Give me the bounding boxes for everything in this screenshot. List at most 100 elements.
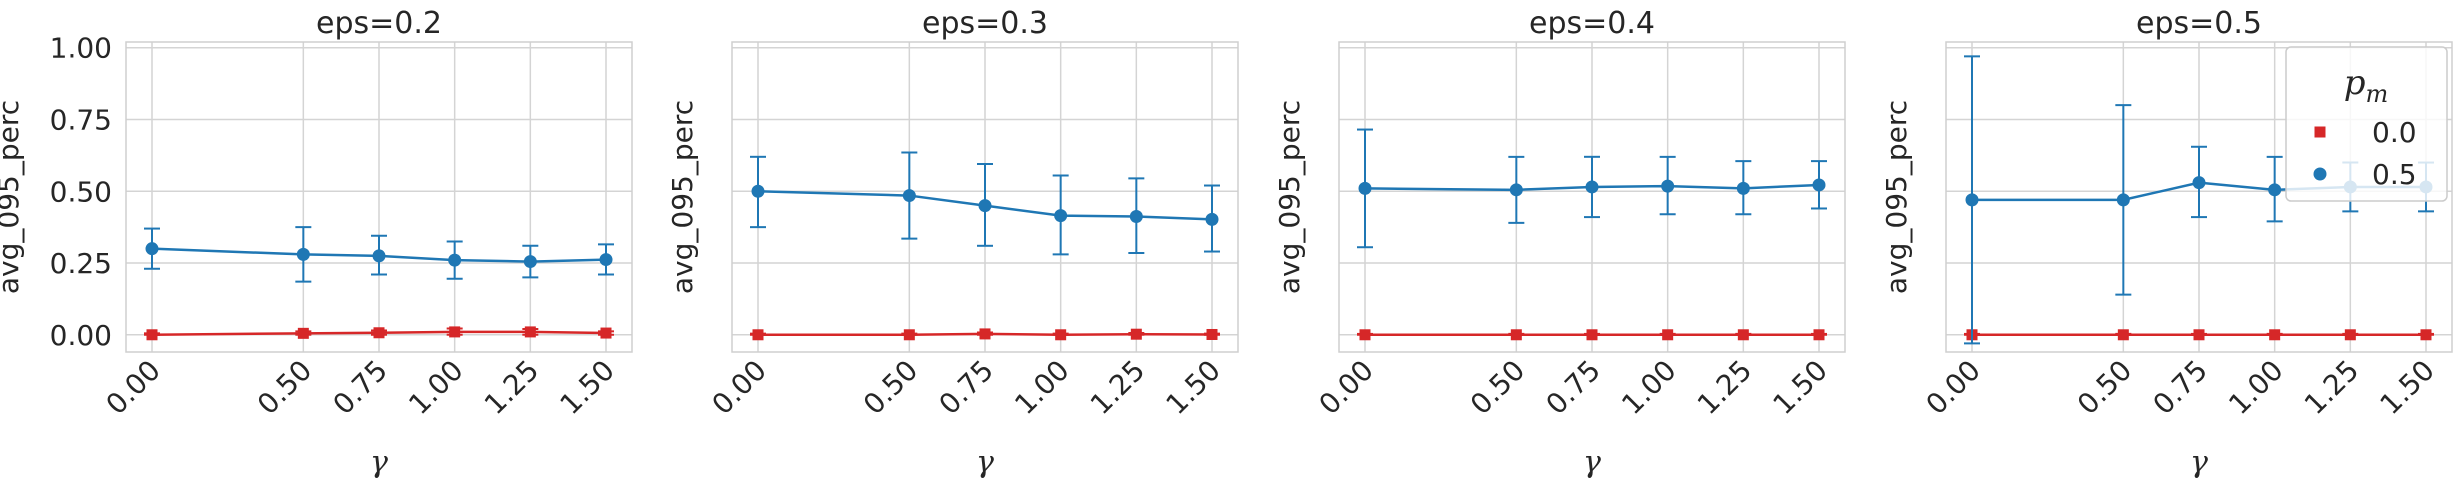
series-red [1357,329,1827,341]
x-tick-label: 1.00 [402,354,469,421]
data-point [1510,329,1522,341]
legend-title-subscript: m [2366,80,2389,108]
y-axis-label: avg_095_perc [1273,100,1306,294]
data-point [1055,329,1067,341]
y-tick-label: 0.50 [50,175,112,208]
data-point [1054,209,1068,223]
series-line [151,330,607,337]
data-point [145,242,159,256]
data-point [599,253,613,267]
data-point [1130,328,1142,340]
data-point [1586,329,1598,341]
y-tick-label: 0.75 [50,104,112,137]
y-tick-label: 0.00 [50,319,112,352]
x-axis-label: γ [1583,445,1601,480]
x-tick-label: 0.75 [933,354,1000,421]
x-axis-label: γ [976,445,994,480]
data-point [2116,193,2130,207]
series-red [1964,329,2434,341]
data-point [1965,193,1979,207]
x-tick-label: 0.00 [706,354,773,421]
data-point [146,329,158,341]
y-axis-label: avg_095_perc [1880,100,1913,294]
x-tick-label: 1.00 [2222,354,2289,421]
legend-marker-square [2314,126,2326,138]
data-point [2420,329,2432,341]
data-point [751,184,765,198]
data-point [1205,212,1219,226]
data-point [1206,328,1218,340]
x-tick-label: 0.50 [857,354,924,421]
data-point [1736,181,1750,195]
legend-title-main: p [2344,63,2366,103]
x-axis-label: γ [2190,445,2208,480]
data-point [2193,329,2205,341]
data-point [296,247,310,261]
x-tick-label: 0.00 [1920,354,1987,421]
x-tick-label: 1.50 [554,354,621,421]
data-point [979,328,991,340]
chart-title: eps=0.4 [1529,6,1655,41]
chart-title: eps=0.2 [316,6,442,41]
series-blue [750,151,1220,256]
legend-box [2285,46,2448,202]
chart-title: eps=0.3 [922,6,1048,41]
data-point [2268,183,2282,197]
x-tick-label: 1.50 [2374,354,2441,421]
y-axis-label: avg_095_perc [666,100,699,294]
legend-label: 0.5 [2372,158,2417,191]
data-point [902,189,916,203]
data-point [752,329,764,341]
data-point [2192,176,2206,190]
x-tick-label: 0.75 [1540,354,1607,421]
series-line [758,332,1213,337]
plot-frame [1338,41,1846,353]
data-point [297,327,309,339]
x-tick-label: 0.00 [1313,354,1380,421]
x-tick-label: 1.50 [1160,354,1227,421]
data-point [978,199,992,213]
data-point [2269,329,2281,341]
series-blue [1357,128,1827,249]
chart-panel-1: eps=0.20.000.250.500.751.00avg_095_perc0… [0,6,633,480]
legend: pm 0.0 0.5 [2285,46,2448,202]
x-tick-label: 1.25 [1084,354,1151,421]
x-tick-label: 1.50 [1767,354,1834,421]
data-point [523,255,537,269]
series-red [750,328,1220,341]
data-point [1359,329,1371,341]
data-point [448,253,462,267]
data-point [903,329,915,341]
x-tick-label: 0.00 [100,354,167,421]
data-point [524,326,536,338]
chart-title: eps=0.5 [2136,6,2262,41]
legend-marker-circle [2313,167,2327,181]
data-point [1812,178,1826,192]
legend-label: 0.0 [2372,116,2417,149]
series-line [757,190,1213,221]
x-tick-label: 0.75 [327,354,394,421]
x-tick-label: 1.00 [1008,354,1075,421]
data-point [1662,329,1674,341]
data-point [1509,183,1523,197]
x-tick-label: 1.00 [1615,354,1682,421]
data-point [372,249,386,263]
data-point [1358,181,1372,195]
x-tick-label: 0.75 [2147,354,2214,421]
data-point [1661,179,1675,193]
data-point [1737,329,1749,341]
x-tick-label: 0.50 [2071,354,2138,421]
series-red [144,326,614,341]
x-tick-label: 1.25 [2298,354,2365,421]
data-point [2344,329,2356,341]
data-point [1813,329,1825,341]
x-tick-label: 0.50 [251,354,318,421]
y-tick-label: 0.25 [50,247,112,280]
data-point [373,327,385,339]
series-line [1364,183,1820,192]
x-tick-label: 1.25 [478,354,545,421]
data-point [1129,210,1143,224]
data-point [600,327,612,339]
data-point [1585,180,1599,194]
